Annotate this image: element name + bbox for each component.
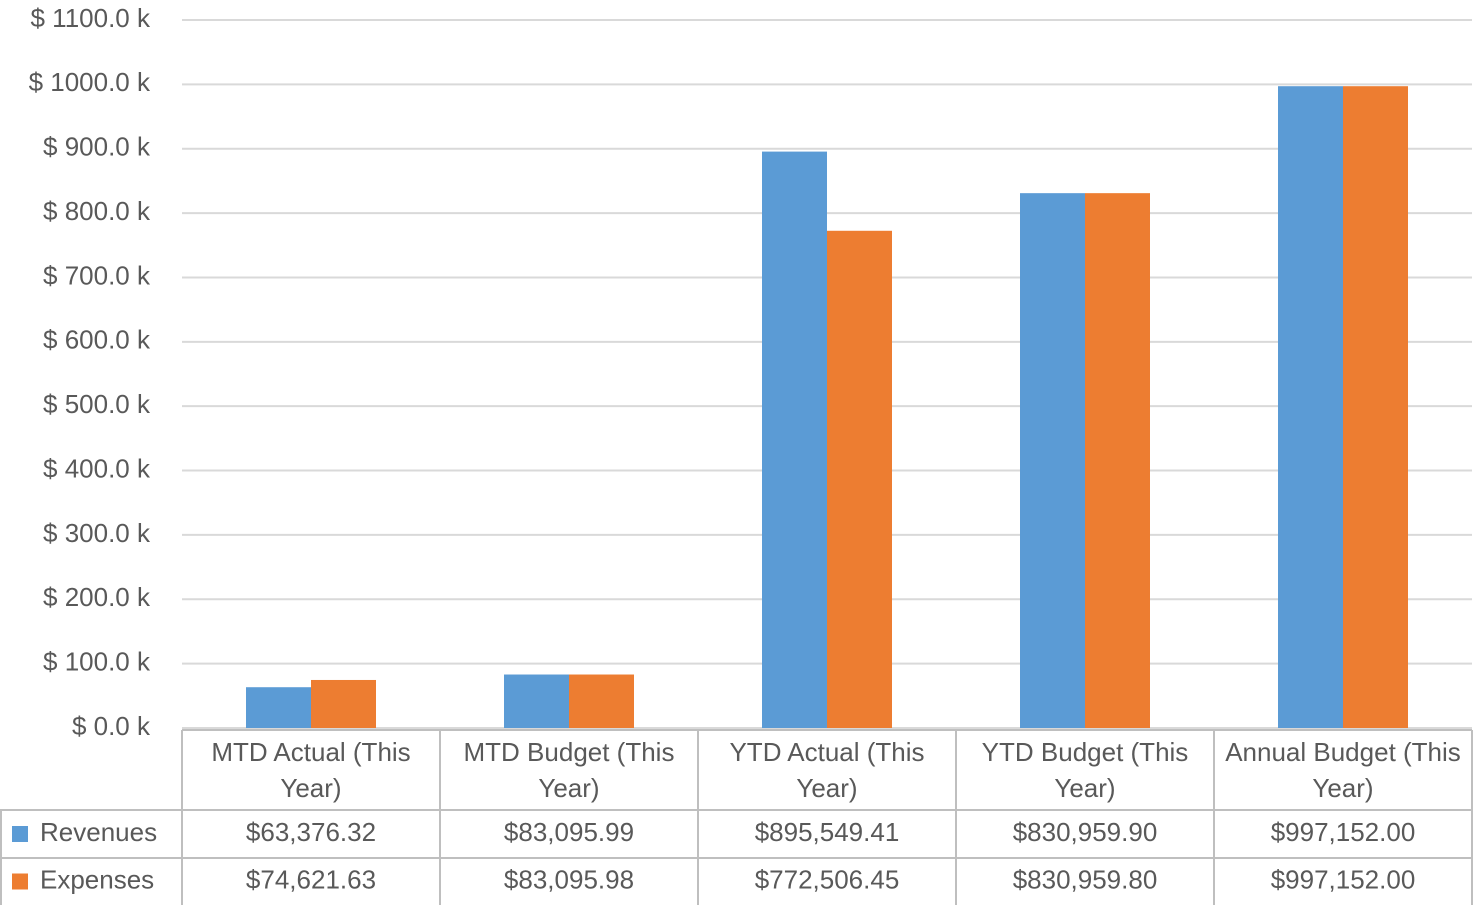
y-tick-label: $ 0.0 k [72,711,151,741]
y-tick-label: $ 400.0 k [43,453,151,483]
y-tick-label: $ 1000.0 k [29,67,151,97]
bar [1343,86,1408,728]
category-cell: MTD Budget (This Year) [463,737,675,803]
data-table-value: $63,376.32 [246,817,376,847]
legend-swatch [12,873,28,890]
legend-swatch [12,826,28,842]
bar [569,674,634,728]
y-tick-label: $ 100.0 k [43,647,151,677]
y-tick-label: $ 800.0 k [43,196,151,226]
legend-label: Expenses [40,864,154,894]
category-cell: Annual Budget (This Year) [1225,737,1461,803]
category-cell: YTD Actual (This Year) [729,737,925,803]
y-tick-label: $ 300.0 k [43,518,151,548]
x-tick-label: YTD Actual (This Year) [729,737,925,803]
bar [1020,193,1085,728]
bar [246,687,311,728]
data-table-value: $997,152.00 [1271,817,1416,847]
x-tick-label: MTD Actual (This Year) [211,737,411,803]
data-table-value: $772,506.45 [755,864,900,894]
y-tick-label: $ 200.0 k [43,582,151,612]
data-table-value: $830,959.90 [1013,817,1158,847]
category-cell: MTD Actual (This Year) [211,737,411,803]
bar [1278,86,1343,728]
category-cell: YTD Budget (This Year) [981,737,1189,803]
y-tick-label: $ 500.0 k [43,389,151,419]
data-table-value: $83,095.99 [504,817,634,847]
data-table-value: $830,959.80 [1013,864,1158,894]
y-tick-label: $ 900.0 k [43,132,151,162]
data-table-value: $997,152.00 [1271,864,1416,894]
y-tick-label: $ 600.0 k [43,325,151,355]
bar [827,230,892,729]
y-tick-label: $ 700.0 k [43,260,151,290]
x-tick-label: YTD Budget (This Year) [981,737,1189,803]
data-table-value: $74,621.63 [246,864,376,894]
bar [762,151,827,729]
x-tick-label: MTD Budget (This Year) [463,737,675,803]
x-tick-label: Annual Budget (This Year) [1225,737,1461,803]
data-table-value: $895,549.41 [755,817,900,847]
bar [311,679,376,728]
y-tick-label: $ 1100.0 k [30,3,151,33]
legend-label: Revenues [40,817,157,847]
data-table-value: $83,095.98 [504,864,634,894]
bar [504,674,569,728]
bar [1085,193,1150,728]
